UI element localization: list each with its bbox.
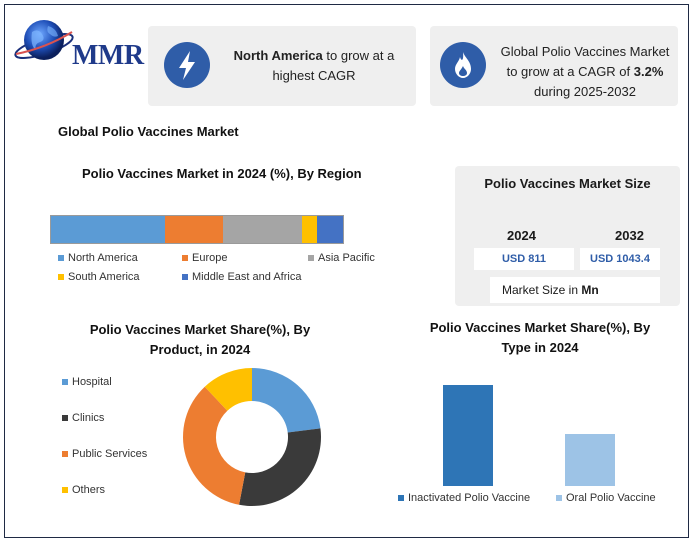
highlight-region-bold: North America [233, 48, 323, 63]
legend-swatch [58, 274, 64, 280]
cagr-text-pre: Global Polio Vaccines Market to grow at … [500, 44, 670, 79]
type-legend-label: Oral Polio Vaccine [566, 492, 656, 504]
main-title: Global Polio Vaccines Market [58, 124, 239, 139]
highlight-card-cagr: Global Polio Vaccines Market to grow at … [430, 26, 678, 106]
cagr-text-post: during 2025-2032 [534, 84, 636, 99]
legend-swatch [182, 255, 188, 261]
region-bar-segment-asia-pacific [223, 216, 303, 243]
region-legend-item-middle-east-and-africa: Middle East and Africa [182, 271, 301, 283]
region-legend-label: North America [68, 252, 138, 264]
product-legend-label: Clinics [72, 412, 105, 424]
legend-swatch [62, 451, 68, 457]
product-legend-item-clinics: Clinics [62, 412, 104, 424]
product-legend-label: Hospital [72, 376, 112, 388]
region-bar-segment-middle-east-and-africa [316, 216, 343, 243]
product-chart-title: Polio Vaccines Market Share(%), By Produ… [89, 322, 311, 357]
highlight-card-region: North America to grow at a highest CAGR [148, 26, 416, 106]
type-legend-label: Inactivated Polio Vaccine [408, 492, 531, 504]
type-bar-inactivated-polio-vaccine [443, 385, 493, 486]
region-bar-segment-europe [164, 216, 224, 243]
market-size-value-2024: USD 811 [474, 248, 574, 270]
brand-name: MMR [72, 40, 144, 71]
cagr-value: 3.2% [633, 64, 664, 79]
legend-swatch [62, 487, 68, 493]
region-legend-label: Europe [192, 252, 228, 264]
region-chart-title: Polio Vaccines Market in 2024 (%), By Re… [82, 166, 362, 181]
legend-swatch [556, 495, 562, 501]
legend-swatch [308, 255, 314, 261]
market-size-year-2024: 2024 [507, 228, 536, 243]
region-legend-item-europe: Europe [182, 252, 227, 264]
market-size-value-2032: USD 1043.4 [580, 248, 660, 270]
product-legend-item-hospital: Hospital [62, 376, 112, 388]
highlight-text-cagr: Global Polio Vaccines Market to grow at … [494, 42, 676, 102]
market-size-unit-prefix: Market Size in [502, 283, 582, 297]
type-legend-item-inactivated-polio-vaccine: Inactivated Polio Vaccine [398, 492, 530, 504]
market-size-unit: Market Size in Mn [490, 277, 660, 303]
market-size-year-2032: 2032 [615, 228, 644, 243]
region-legend-item-south-america: South America [58, 271, 140, 283]
product-legend-label: Others [72, 484, 106, 496]
type-bar-oral-polio-vaccine [565, 434, 615, 486]
region-legend-label: Middle East and Africa [192, 271, 302, 283]
brand-logo: MMR [14, 14, 144, 74]
product-legend-item-others: Others [62, 484, 105, 496]
product-legend-item-public-services: Public Services [62, 448, 147, 460]
legend-swatch [62, 415, 68, 421]
region-legend: North America Europe Asia Pacific South Ame… [58, 252, 378, 292]
market-size-panel: Polio Vaccines Market Size 2024 2032 USD… [455, 166, 680, 306]
lightning-bolt-icon [164, 42, 210, 88]
region-legend-label: South America [68, 271, 140, 283]
globe-icon [14, 20, 74, 60]
region-bar-segment-north-america [51, 216, 165, 243]
flame-icon [440, 42, 486, 88]
region-legend-label: Asia Pacific [318, 252, 375, 264]
legend-swatch [58, 255, 64, 261]
region-legend-item-north-america: North America [58, 252, 138, 264]
legend-swatch [182, 274, 188, 280]
type-chart-title: Polio Vaccines Market Share(%), By Type … [429, 320, 651, 355]
highlight-text-region: North America to grow at a highest CAGR [226, 46, 402, 86]
region-stacked-bar [50, 215, 344, 244]
type-legend-item-oral-polio-vaccine: Oral Polio Vaccine [556, 492, 656, 504]
market-size-title: Polio Vaccines Market Size [484, 176, 651, 191]
highlight-region-rest: to grow at a highest CAGR [272, 48, 395, 83]
region-bar-segment-south-america [302, 216, 317, 243]
legend-swatch [62, 379, 68, 385]
legend-swatch [398, 495, 404, 501]
market-size-unit-bold: Mn [581, 283, 599, 297]
region-legend-item-asia-pacific: Asia Pacific [308, 252, 375, 264]
product-legend-label: Public Services [72, 448, 148, 460]
